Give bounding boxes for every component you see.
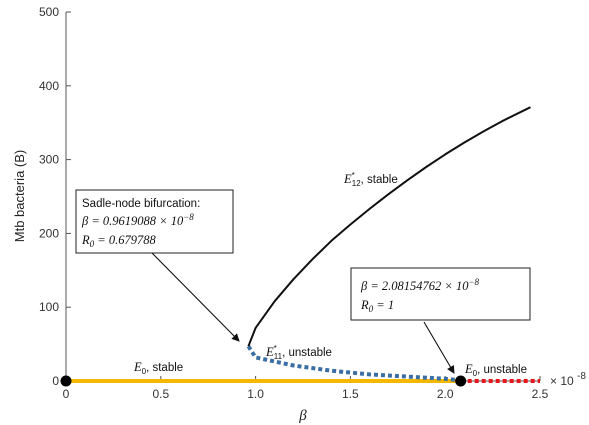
label-e0u-sub: 0 [473, 369, 478, 378]
axes: 0 100 200 300 400 500 0 0.5 1.0 1.5 2.0 2.5 [39, 5, 549, 401]
y-tick-label: 100 [39, 300, 59, 314]
y-tick-label: 500 [39, 5, 59, 19]
annotation-saddle-node-title: Sadle-node bifurcation: [82, 198, 200, 210]
annotation-transcritical-beta: β = 2.08154762 × 10−8 [360, 277, 480, 293]
label-e11-symbol: E [265, 345, 274, 359]
annotation-saddle-node-beta-main: β = 0.9619088 × 10 [81, 214, 184, 228]
series-e11-unstable [246, 345, 461, 383]
x-multiplier-exponent: -8 [577, 371, 586, 382]
annotation-saddle-node-r0-sub: 0 [90, 239, 95, 249]
annotation-transcritical-arrow [423, 321, 455, 374]
point-transcritical [455, 375, 467, 387]
annotation-transcritical-r0: R0 = 1 [360, 298, 394, 314]
annotation-saddle-node-r0-text: = 0.679788 [94, 233, 156, 247]
label-e12-stable: E* 12, stable [343, 171, 398, 188]
x-tick-label: 0 [63, 387, 70, 401]
annotation-saddle-node: Sadle-node bifurcation: β = 0.9619088 × … [75, 189, 240, 342]
y-tick-label: 300 [39, 153, 59, 167]
label-e12-sub: 12 [352, 179, 361, 188]
label-e0s-symbol: E [133, 360, 142, 374]
annotation-saddle-node-beta: β = 0.9619088 × 10−8 [81, 212, 194, 228]
annotation-transcritical: β = 2.08154762 × 10−8 R0 = 1 [350, 267, 531, 374]
x-multiplier-base: × 10 [550, 374, 574, 388]
annotation-saddle-node-r0-symbol: R [81, 233, 90, 247]
annotation-transcritical-beta-exp: −8 [468, 277, 479, 287]
annotation-saddle-node-arrow [151, 252, 240, 342]
y-tick-label: 0 [52, 374, 59, 388]
x-tick-label: 1.0 [247, 387, 264, 401]
x-tick-label: 2.0 [437, 387, 454, 401]
annotation-saddle-node-box [75, 189, 234, 254]
annotation-transcritical-beta-main: β = 2.08154762 × 10 [360, 279, 469, 293]
label-e12-text: , stable [361, 174, 398, 186]
x-tick-label: 2.5 [532, 387, 549, 401]
y-tick-label: 200 [39, 226, 59, 240]
annotation-transcritical-r0-symbol: R [360, 298, 369, 312]
annotation-transcritical-box [350, 267, 531, 321]
y-axis-label: Mtb bacteria (B) [12, 150, 27, 242]
annotation-transcritical-r0-sub: 0 [369, 304, 374, 314]
label-e0-stable: E0, stable [133, 360, 183, 376]
x-tick-label: 1.5 [342, 387, 359, 401]
label-e12-sup: * [352, 171, 355, 180]
annotation-saddle-node-beta-exp: −8 [183, 212, 194, 222]
series-group [66, 106, 540, 383]
label-e0u-symbol: E [464, 362, 473, 376]
series-e12-stable [247, 106, 531, 347]
label-e0-unstable: E0, unstable [464, 362, 527, 378]
annotation-saddle-node-r0: R0 = 0.679788 [81, 233, 156, 249]
label-e0s-sub: 0 [142, 367, 147, 376]
label-e0u-text: , unstable [477, 364, 527, 376]
x-axis-multiplier: × 10 -8 [550, 371, 586, 388]
x-axis-label: β [298, 408, 307, 424]
y-tick-label: 400 [39, 79, 59, 93]
annotation-transcritical-r0-text: = 1 [373, 298, 394, 312]
x-tick-label: 0.5 [152, 387, 169, 401]
label-e12-symbol: E [343, 172, 352, 186]
label-e11-unstable: E* 11, unstable [265, 344, 332, 361]
label-e11-sup: * [274, 344, 277, 353]
point-origin [60, 375, 72, 387]
points-group [60, 375, 467, 387]
label-e11-text: , unstable [282, 347, 332, 359]
label-e11-sub: 11 [274, 352, 283, 361]
label-e0s-text: , stable [146, 362, 183, 374]
